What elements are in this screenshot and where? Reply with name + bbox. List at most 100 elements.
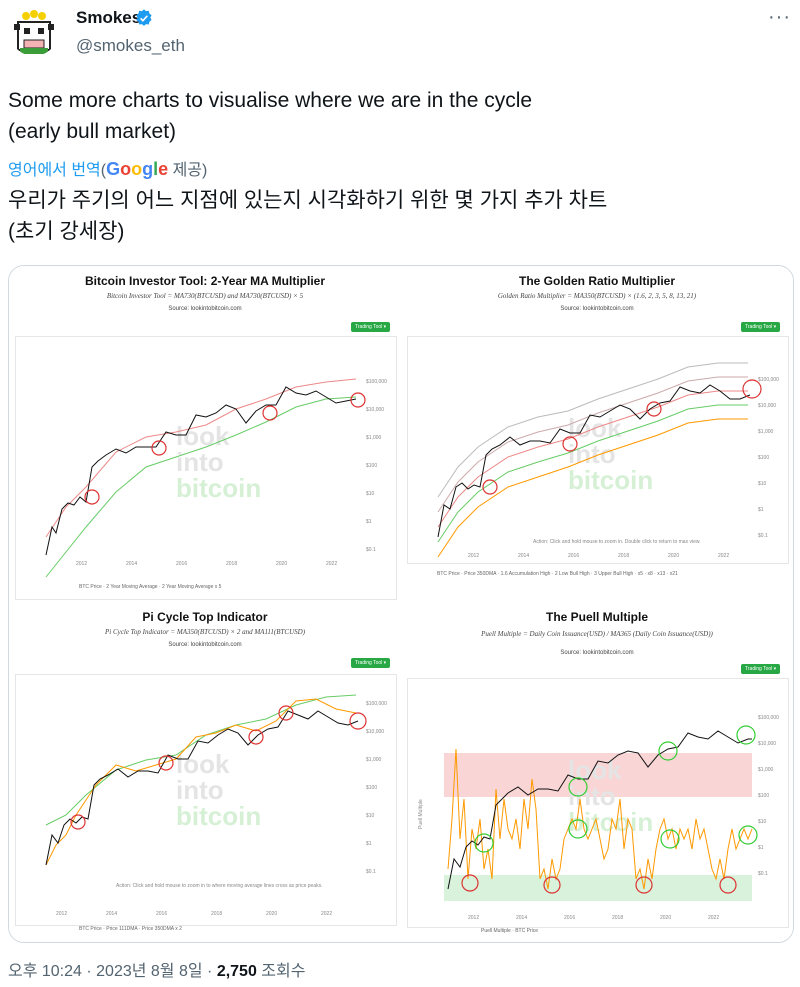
svg-text:2014: 2014 — [106, 911, 117, 917]
svg-text:2020: 2020 — [668, 553, 679, 559]
svg-text:$1,000: $1,000 — [366, 757, 382, 763]
svg-text:$100: $100 — [758, 455, 769, 461]
svg-text:$100,000: $100,000 — [366, 701, 387, 707]
svg-text:$10,000: $10,000 — [758, 403, 776, 409]
svg-text:2022: 2022 — [321, 911, 332, 917]
svg-text:bitcoin: bitcoin — [176, 801, 261, 831]
svg-text:$100,000: $100,000 — [758, 377, 779, 383]
tweet-meta: 오후 10:24 · 2023년 8월 8일 · 2,750 조회수 — [8, 957, 305, 981]
svg-text:2012: 2012 — [468, 915, 479, 921]
svg-text:$0.1: $0.1 — [758, 533, 768, 539]
svg-text:2018: 2018 — [612, 915, 623, 921]
svg-text:2022: 2022 — [326, 561, 337, 567]
tweet-text-line2: (early bull market) — [8, 120, 177, 143]
svg-text:2018: 2018 — [618, 553, 629, 559]
svg-text:$10,000: $10,000 — [366, 407, 384, 413]
author-handle[interactable]: @smokes_eth — [76, 36, 185, 55]
svg-text:2018: 2018 — [211, 911, 222, 917]
watermark-into: into — [176, 447, 224, 477]
panel-title: The Golden Ratio Multiplier — [519, 274, 675, 288]
watermark-bitcoin: bitcoin — [176, 473, 261, 503]
plot-area[interactable]: look into bitcoin $100,000 $10,000 $1,00… — [407, 336, 789, 564]
svg-text:2022: 2022 — [718, 553, 729, 559]
svg-text:2012: 2012 — [76, 561, 87, 567]
x-axis-ticks: 2012 2014 2016 2018 2020 2022 — [76, 561, 337, 567]
translation-attribution: 영어에서 번역(Google 제공) — [8, 156, 207, 180]
svg-text:$10,000: $10,000 — [366, 729, 384, 735]
svg-text:$10: $10 — [366, 813, 375, 819]
svg-text:2016: 2016 — [176, 561, 187, 567]
svg-text:Puell Multiple: Puell Multiple — [418, 799, 424, 829]
panel-pi-cycle: Pi Cycle Top Indicator Pi Cycle Top Indi… — [9, 604, 401, 942]
view-label: 조회수 — [256, 963, 306, 980]
svg-text:$1,000: $1,000 — [366, 435, 382, 441]
panel-formula: Golden Ratio Multiplier = MA350(BTCUSD) … — [497, 292, 697, 300]
panel-formula: Pi Cycle Top Indicator = MA350(BTCUSD) ×… — [104, 628, 306, 636]
trading-tool-button[interactable]: Trading Tool ▾ — [351, 658, 391, 668]
trading-tool-button[interactable]: Trading Tool ▾ — [741, 322, 781, 332]
svg-text:2018: 2018 — [226, 561, 237, 567]
svg-text:$1: $1 — [366, 519, 372, 525]
svg-text:$100,000: $100,000 — [758, 715, 779, 721]
plot-area[interactable]: look into bitcoin $100,000 $10,000 $1,00… — [15, 336, 397, 600]
trading-tool-button[interactable]: Trading Tool ▾ — [351, 322, 391, 332]
trading-tool-button[interactable]: Trading Tool ▾ — [741, 664, 781, 674]
translated-text-line1: 우리가 주기의 어느 지점에 있는지 시각화하기 위한 몇 가지 추가 차트 — [8, 189, 608, 212]
verified-badge-icon — [135, 9, 153, 27]
panel-title: Pi Cycle Top Indicator — [142, 610, 268, 624]
panel-formula: Puell Multiple = Daily Coin Issuance(USD… — [481, 630, 713, 638]
svg-text:Action: Click and hold mouse t: Action: Click and hold mouse to zoom in.… — [533, 539, 701, 545]
translated-text-line2: (초기 강세장) — [8, 220, 125, 243]
translate-provider-suffix: 제공) — [168, 162, 208, 179]
svg-text:$10: $10 — [758, 819, 767, 825]
svg-text:$100: $100 — [366, 463, 377, 469]
svg-text:into: into — [176, 775, 224, 805]
svg-text:$1: $1 — [758, 845, 764, 851]
svg-text:2014: 2014 — [126, 561, 137, 567]
timestamp[interactable]: 오후 10:24 · 2023년 8월 8일 · — [8, 963, 217, 980]
svg-text:$100,000: $100,000 — [366, 379, 387, 385]
panel-title: The Puell Multiple — [545, 610, 648, 624]
svg-text:$1,000: $1,000 — [758, 767, 774, 773]
svg-text:$10: $10 — [758, 481, 767, 487]
svg-text:2020: 2020 — [660, 915, 671, 921]
author-name[interactable]: Smokes — [76, 8, 142, 27]
view-count: 2,750 — [216, 963, 257, 980]
svg-text:bitcoin: bitcoin — [568, 465, 653, 495]
svg-text:Action: Click and hold mouse t: Action: Click and hold mouse to zoom in … — [116, 883, 323, 889]
plot-area[interactable]: look into bitcoin $100,000 $10,000 $1,00… — [407, 678, 789, 928]
chart-legend: BTC Price · Price 111DMA · Price 350DMA … — [79, 926, 182, 932]
panel-source: Source: lookintobitcoin.com — [560, 306, 634, 312]
google-logo: Google — [106, 159, 169, 179]
svg-text:look: look — [568, 755, 622, 785]
y-axis-ticks: $100,000 $10,000 $1,000 $100 $10 $1 $0.1 — [366, 379, 387, 553]
tweet-text-line1: Some more charts to visualise where we a… — [8, 89, 533, 112]
chart-legend: BTC Price · Price 350DMA · 1.6 Accumulat… — [437, 571, 678, 577]
panel-puell-multiple: The Puell Multiple Puell Multiple = Dail… — [401, 604, 793, 942]
svg-text:2012: 2012 — [468, 553, 479, 559]
avatar[interactable] — [10, 8, 58, 56]
more-options-icon[interactable]: ··· — [768, 6, 791, 28]
svg-text:$1: $1 — [366, 841, 372, 847]
media-image[interactable]: Bitcoin Investor Tool: 2-Year MA Multipl… — [8, 265, 794, 943]
svg-text:2014: 2014 — [516, 915, 527, 921]
svg-text:$0.1: $0.1 — [366, 869, 376, 875]
svg-text:$0.1: $0.1 — [758, 871, 768, 877]
panel-source: Source: lookintobitcoin.com — [168, 306, 242, 312]
svg-text:2020: 2020 — [266, 911, 277, 917]
panel-title: Bitcoin Investor Tool: 2-Year MA Multipl… — [84, 274, 326, 288]
svg-text:$10,000: $10,000 — [758, 741, 776, 747]
svg-text:$1: $1 — [758, 507, 764, 513]
svg-text:$100: $100 — [758, 793, 769, 799]
svg-text:2016: 2016 — [564, 915, 575, 921]
svg-text:2022: 2022 — [708, 915, 719, 921]
svg-text:2020: 2020 — [276, 561, 287, 567]
svg-text:2016: 2016 — [568, 553, 579, 559]
panel-investor-tool: Bitcoin Investor Tool: 2-Year MA Multipl… — [9, 266, 401, 602]
translate-link[interactable]: 영어에서 번역 — [8, 162, 101, 179]
plot-area[interactable]: look into bitcoin $100,000 $10,000 $1,00… — [15, 674, 397, 926]
chart-legend: Puell Multiple · BTC Price — [481, 928, 538, 934]
translate-paren: ( — [100, 162, 107, 179]
panel-source: Source: lookintobitcoin.com — [168, 642, 242, 648]
svg-text:2012: 2012 — [56, 911, 67, 917]
